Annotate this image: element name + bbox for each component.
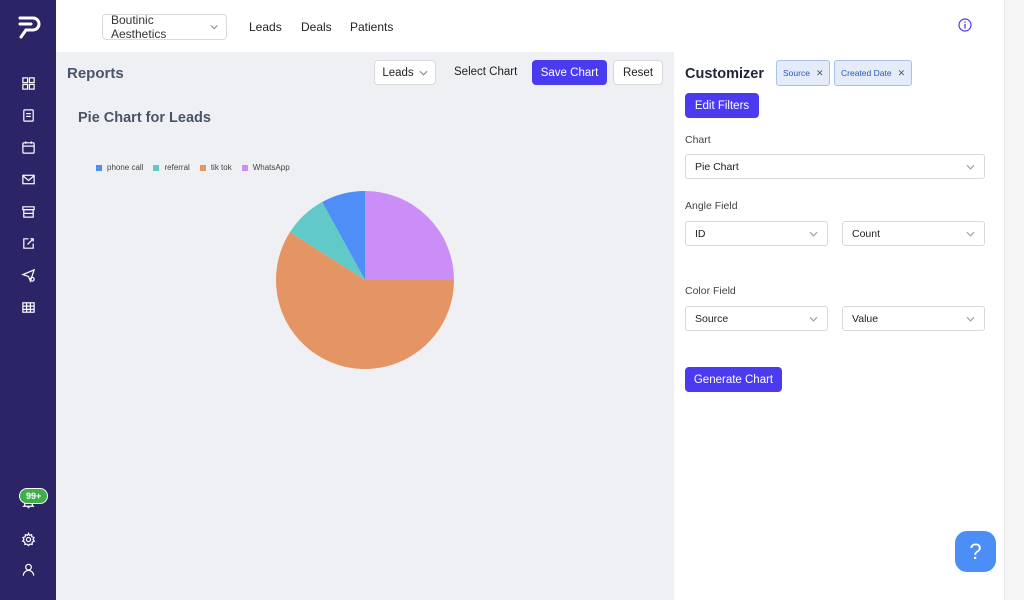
page-title: Reports	[67, 65, 124, 82]
angle-field-value: ID	[695, 227, 706, 240]
edit-filters-button[interactable]: Edit Filters	[685, 93, 759, 118]
color-field-label: Color Field	[685, 285, 736, 297]
chart-label: Chart	[685, 134, 711, 146]
angle-field-label: Angle Field	[685, 200, 738, 212]
clinic-select[interactable]: Boutinic Aesthetics	[102, 13, 227, 41]
edit-icon[interactable]	[18, 233, 38, 253]
legend-swatch	[96, 164, 102, 171]
chevron-down-icon	[809, 231, 818, 237]
top-bar: Boutinic Aesthetics Leads Deals Patients	[56, 0, 1004, 52]
logo	[18, 16, 41, 39]
close-icon[interactable]: ✕	[815, 67, 824, 78]
dashboard-icon[interactable]	[18, 73, 38, 93]
legend-swatch	[153, 164, 160, 171]
calendar-icon[interactable]	[18, 137, 38, 157]
chevron-down-icon	[966, 316, 975, 322]
send-icon[interactable]	[18, 265, 38, 285]
chart-title: Pie Chart for Leads	[78, 110, 211, 126]
user-icon[interactable]	[18, 559, 38, 579]
legend-swatch	[199, 164, 206, 171]
filter-chip-source[interactable]: Source ✕	[776, 60, 831, 86]
color-field-select[interactable]: Source	[685, 306, 828, 331]
close-icon[interactable]: ✕	[897, 67, 906, 78]
chip-label: Created Date	[841, 68, 892, 78]
help-button[interactable]: ?	[955, 531, 996, 572]
scroll-edge	[1004, 0, 1024, 600]
dataset-select-label: Leads	[382, 66, 414, 79]
chart-type-select[interactable]: Pie Chart	[685, 154, 985, 179]
settings-icon[interactable]	[18, 529, 38, 549]
select-chart-button[interactable]: Select Chart	[454, 66, 518, 78]
reset-button[interactable]: Reset	[613, 60, 663, 85]
color-field-value: Source	[695, 312, 729, 325]
legend-label: WhatsApp	[252, 163, 290, 172]
store-icon[interactable]	[18, 201, 38, 221]
angle-aggregation-select[interactable]: Count	[842, 221, 985, 246]
customizer-title: Customizer	[685, 66, 764, 82]
reports-panel: Reports Leads Select Chart Save Chart Re…	[56, 52, 674, 600]
sidebar: 99+	[0, 0, 56, 600]
chart-type-value: Pie Chart	[695, 160, 739, 173]
clipboard-icon[interactable]	[18, 105, 38, 125]
customizer-panel: Customizer Source ✕ Created Date ✕ Edit …	[674, 52, 1004, 600]
generate-chart-button[interactable]: Generate Chart	[685, 367, 782, 392]
legend-item[interactable]: phone call	[96, 163, 143, 172]
color-aggregation-select[interactable]: Value	[842, 306, 985, 331]
legend-item[interactable]: WhatsApp	[241, 163, 290, 172]
angle-field-select[interactable]: ID	[685, 221, 828, 246]
color-aggregation-value: Value	[852, 312, 879, 325]
filter-chip-created-date[interactable]: Created Date ✕	[834, 60, 913, 86]
legend-label: phone call	[107, 163, 144, 172]
notification-badge[interactable]: 99+	[19, 488, 49, 504]
pie-slice-referral[interactable]	[289, 202, 365, 280]
legend-swatch	[241, 164, 248, 171]
chevron-down-icon	[966, 164, 975, 170]
chip-label: Source	[783, 68, 810, 78]
table-icon[interactable]	[18, 297, 38, 317]
nav-patients[interactable]: Patients	[350, 20, 394, 34]
legend-label: referral	[164, 163, 190, 172]
chevron-down-icon	[966, 231, 975, 237]
pie-slice-phone-call[interactable]	[322, 191, 365, 280]
chevron-down-icon	[210, 24, 218, 30]
chart-legend: phone call referral tik tok WhatsApp	[96, 163, 290, 172]
chevron-down-icon	[809, 316, 818, 322]
pie-chart	[276, 191, 454, 369]
angle-aggregation-value: Count	[852, 227, 881, 240]
legend-item[interactable]: tik tok	[199, 163, 232, 172]
nav-deals[interactable]: Deals	[301, 20, 332, 34]
dataset-select[interactable]: Leads	[374, 60, 436, 85]
clinic-select-label: Boutinic Aesthetics	[111, 13, 167, 41]
pie-slice-whatsapp[interactable]	[365, 191, 454, 280]
chevron-down-icon	[419, 70, 428, 76]
nav-leads[interactable]: Leads	[249, 20, 282, 34]
info-icon[interactable]	[958, 18, 972, 32]
mail-icon[interactable]	[18, 169, 38, 189]
save-chart-button[interactable]: Save Chart	[532, 60, 607, 85]
legend-label: tik tok	[210, 163, 232, 172]
pie-slice-tik-tok[interactable]	[276, 232, 454, 369]
legend-item[interactable]: referral	[153, 163, 190, 172]
